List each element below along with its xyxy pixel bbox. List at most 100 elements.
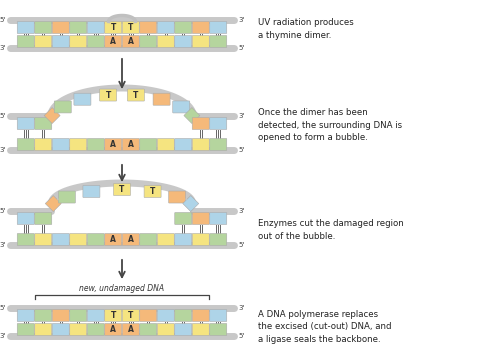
- FancyBboxPatch shape: [153, 93, 170, 105]
- FancyBboxPatch shape: [88, 323, 104, 336]
- Text: 5': 5': [238, 147, 244, 153]
- FancyBboxPatch shape: [192, 212, 209, 225]
- FancyBboxPatch shape: [192, 21, 209, 34]
- Text: A: A: [110, 235, 116, 244]
- FancyBboxPatch shape: [88, 21, 104, 34]
- FancyBboxPatch shape: [122, 21, 139, 34]
- FancyBboxPatch shape: [175, 212, 192, 225]
- FancyBboxPatch shape: [105, 35, 122, 47]
- FancyBboxPatch shape: [105, 233, 122, 246]
- FancyBboxPatch shape: [128, 89, 144, 101]
- FancyBboxPatch shape: [70, 139, 87, 151]
- FancyBboxPatch shape: [210, 35, 227, 47]
- FancyBboxPatch shape: [192, 35, 209, 47]
- FancyBboxPatch shape: [175, 323, 192, 336]
- FancyBboxPatch shape: [52, 233, 69, 246]
- FancyBboxPatch shape: [157, 233, 174, 246]
- Text: A: A: [128, 235, 134, 244]
- FancyBboxPatch shape: [70, 323, 87, 336]
- Text: 5': 5': [0, 113, 6, 119]
- FancyBboxPatch shape: [35, 21, 52, 34]
- Text: 3': 3': [0, 45, 6, 51]
- Text: UV radiation produces
a thymine dimer.: UV radiation produces a thymine dimer.: [258, 18, 354, 40]
- FancyBboxPatch shape: [70, 21, 87, 34]
- FancyBboxPatch shape: [192, 310, 209, 322]
- FancyBboxPatch shape: [114, 183, 130, 196]
- FancyBboxPatch shape: [105, 323, 122, 336]
- FancyBboxPatch shape: [210, 117, 227, 130]
- Polygon shape: [46, 196, 62, 212]
- FancyBboxPatch shape: [105, 21, 122, 34]
- FancyBboxPatch shape: [17, 212, 34, 225]
- Polygon shape: [44, 107, 60, 124]
- FancyBboxPatch shape: [175, 21, 192, 34]
- FancyBboxPatch shape: [122, 35, 139, 47]
- FancyBboxPatch shape: [122, 139, 139, 151]
- FancyBboxPatch shape: [210, 310, 227, 322]
- Text: T: T: [128, 311, 134, 320]
- Text: T: T: [110, 23, 116, 32]
- FancyBboxPatch shape: [144, 186, 161, 197]
- FancyBboxPatch shape: [157, 310, 174, 322]
- FancyBboxPatch shape: [140, 139, 157, 151]
- FancyBboxPatch shape: [35, 233, 52, 246]
- FancyBboxPatch shape: [83, 186, 100, 197]
- FancyBboxPatch shape: [52, 139, 69, 151]
- Text: T: T: [133, 91, 138, 100]
- Text: A: A: [128, 37, 134, 46]
- FancyBboxPatch shape: [157, 35, 174, 47]
- FancyBboxPatch shape: [100, 89, 116, 101]
- Text: T: T: [120, 185, 124, 194]
- Text: 5': 5': [238, 242, 244, 248]
- FancyBboxPatch shape: [122, 233, 139, 246]
- FancyBboxPatch shape: [35, 323, 52, 336]
- Text: A DNA polymerase replaces
the excised (cut-out) DNA, and
a ligase seals the back: A DNA polymerase replaces the excised (c…: [258, 310, 392, 344]
- FancyBboxPatch shape: [140, 233, 157, 246]
- Text: 3': 3': [0, 333, 6, 339]
- FancyBboxPatch shape: [54, 101, 72, 113]
- Text: Enzymes cut the damaged region
out of the bubble.: Enzymes cut the damaged region out of th…: [258, 219, 404, 241]
- Text: 5': 5': [0, 208, 6, 214]
- FancyBboxPatch shape: [70, 310, 87, 322]
- FancyBboxPatch shape: [88, 139, 104, 151]
- FancyBboxPatch shape: [35, 139, 52, 151]
- FancyBboxPatch shape: [35, 212, 52, 225]
- FancyBboxPatch shape: [35, 310, 52, 322]
- FancyBboxPatch shape: [52, 323, 69, 336]
- Text: A: A: [128, 140, 134, 149]
- FancyBboxPatch shape: [175, 310, 192, 322]
- FancyBboxPatch shape: [192, 117, 209, 130]
- Polygon shape: [184, 107, 200, 124]
- FancyBboxPatch shape: [210, 21, 227, 34]
- Text: A: A: [128, 325, 134, 334]
- FancyBboxPatch shape: [17, 139, 34, 151]
- FancyBboxPatch shape: [88, 35, 104, 47]
- FancyBboxPatch shape: [157, 323, 174, 336]
- FancyBboxPatch shape: [17, 35, 34, 47]
- FancyBboxPatch shape: [35, 117, 52, 130]
- FancyBboxPatch shape: [192, 323, 209, 336]
- FancyBboxPatch shape: [140, 21, 157, 34]
- FancyBboxPatch shape: [175, 233, 192, 246]
- Text: 5': 5': [238, 333, 244, 339]
- Text: new, undamaged DNA: new, undamaged DNA: [80, 284, 164, 293]
- FancyBboxPatch shape: [35, 35, 52, 47]
- Text: 3': 3': [238, 208, 244, 214]
- FancyBboxPatch shape: [70, 233, 87, 246]
- FancyBboxPatch shape: [17, 117, 34, 130]
- FancyBboxPatch shape: [168, 191, 186, 203]
- FancyBboxPatch shape: [58, 191, 76, 203]
- Text: 5': 5': [0, 305, 6, 311]
- FancyBboxPatch shape: [210, 233, 227, 246]
- Text: 3': 3': [238, 305, 244, 311]
- FancyBboxPatch shape: [88, 310, 104, 322]
- Text: Once the dimer has been
detected, the surrounding DNA is
opened to form a bubble: Once the dimer has been detected, the su…: [258, 108, 402, 142]
- FancyBboxPatch shape: [17, 323, 34, 336]
- FancyBboxPatch shape: [122, 310, 139, 322]
- Text: 3': 3': [0, 242, 6, 248]
- FancyBboxPatch shape: [105, 310, 122, 322]
- FancyBboxPatch shape: [192, 233, 209, 246]
- FancyBboxPatch shape: [88, 233, 104, 246]
- Text: A: A: [110, 325, 116, 334]
- FancyBboxPatch shape: [210, 139, 227, 151]
